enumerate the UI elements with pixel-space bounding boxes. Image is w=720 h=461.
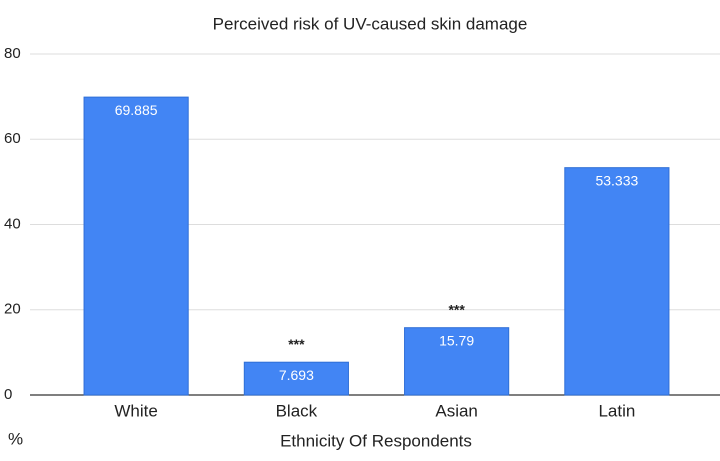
y-tick-label: 20 — [4, 301, 21, 318]
x-tick-label: Asian — [435, 401, 478, 420]
value-label: 69.885 — [115, 102, 158, 118]
bar — [404, 327, 510, 396]
chart-title: Perceived risk of UV-caused skin damage — [213, 14, 528, 33]
y-axis-label: % — [8, 429, 23, 448]
annotation: *** — [288, 336, 305, 352]
x-tick-label: Latin — [598, 401, 635, 420]
y-tick-label: 0 — [4, 386, 12, 403]
value-label: 53.333 — [595, 172, 638, 188]
x-axis-label: Ethnicity Of Respondents — [280, 431, 472, 450]
y-tick-label: 40 — [4, 215, 21, 232]
bar — [564, 167, 670, 396]
y-tick-label: 60 — [4, 130, 21, 147]
bar — [243, 361, 349, 396]
value-label: 7.693 — [279, 367, 314, 383]
annotation: *** — [448, 301, 465, 317]
y-tick-label: 80 — [4, 45, 21, 62]
x-tick-label: Black — [276, 401, 318, 420]
x-tick-label: White — [114, 401, 157, 420]
bar — [83, 96, 189, 396]
value-label: 15.79 — [439, 332, 474, 348]
